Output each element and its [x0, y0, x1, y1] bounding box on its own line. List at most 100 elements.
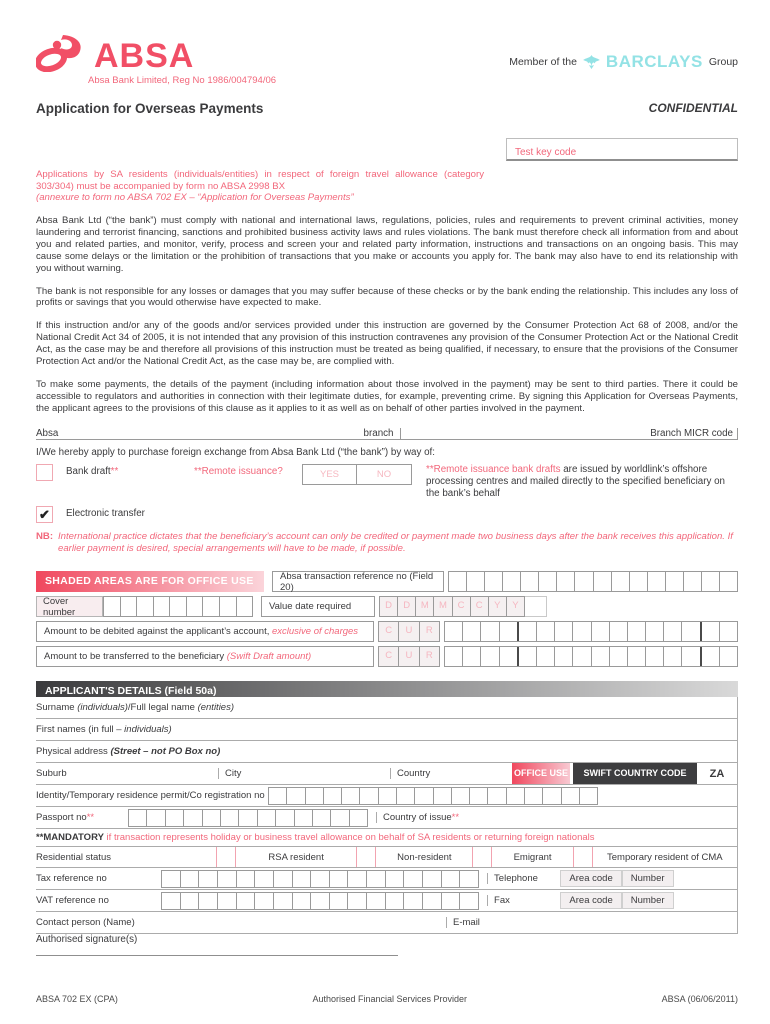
grid-cell[interactable] — [422, 892, 441, 909]
grid-cell[interactable] — [663, 647, 681, 667]
surname-field[interactable]: Surname (individuals)/Full legal name (e… — [36, 697, 737, 720]
grid-cell[interactable] — [610, 572, 629, 592]
grid-cell[interactable] — [459, 892, 478, 909]
country-field[interactable]: Country — [390, 768, 512, 780]
grid-cell[interactable] — [516, 647, 536, 667]
grid-cell[interactable] — [554, 622, 572, 642]
branch-field[interactable]: branch — [363, 427, 394, 439]
grid-cell[interactable] — [542, 787, 560, 804]
shaded-letter-cell[interactable]: C — [379, 622, 399, 642]
grid-cell[interactable] — [626, 647, 645, 667]
temporary-resident-checkbox[interactable] — [572, 847, 593, 868]
grid-cell[interactable] — [254, 892, 273, 909]
contact-person-field[interactable]: Contact person (Name) — [36, 917, 135, 929]
grid-cell[interactable] — [718, 572, 737, 592]
grid-cell[interactable] — [699, 647, 719, 667]
grid-cell[interactable] — [466, 572, 484, 592]
grid-cell[interactable] — [535, 647, 554, 667]
grid-cell[interactable] — [164, 809, 183, 826]
shaded-letter-cell[interactable]: R — [418, 647, 439, 667]
grid-cell[interactable] — [202, 597, 219, 617]
grid-cell[interactable] — [216, 892, 236, 909]
grid-cell[interactable] — [445, 622, 462, 641]
grid-cell[interactable] — [578, 787, 597, 804]
grid-cell[interactable] — [218, 597, 236, 617]
grid-cell[interactable] — [235, 597, 253, 617]
country-of-issue-field[interactable]: Country of issue** — [376, 812, 737, 824]
grid-cell[interactable] — [505, 787, 524, 804]
grid-cell[interactable] — [590, 622, 609, 642]
grid-cell[interactable] — [384, 892, 404, 909]
grid-cell[interactable] — [516, 622, 536, 642]
grid-cell[interactable] — [235, 870, 255, 887]
grid-cell[interactable] — [462, 622, 480, 642]
grid-cell[interactable] — [440, 892, 460, 909]
grid-cell[interactable] — [366, 892, 385, 909]
grid-cell[interactable] — [169, 597, 186, 617]
grid-cell[interactable] — [432, 787, 451, 804]
grid-cell[interactable] — [291, 870, 311, 887]
grid-cell[interactable] — [347, 892, 366, 909]
shaded-letter-cell[interactable]: C — [451, 597, 470, 617]
grid-cell[interactable] — [403, 892, 422, 909]
grid-cell[interactable] — [440, 870, 460, 887]
grid-cell[interactable] — [645, 622, 663, 642]
grid-cell[interactable] — [572, 647, 590, 667]
grid-cell[interactable] — [272, 892, 292, 909]
grid-cell[interactable] — [535, 622, 554, 642]
grid-cell[interactable] — [293, 809, 312, 826]
shaded-letter-cell[interactable]: Y — [487, 597, 506, 617]
shaded-letter-cell[interactable]: D — [380, 597, 398, 617]
grid-cell[interactable] — [520, 572, 538, 592]
grid-cell[interactable] — [235, 892, 255, 909]
grid-cell[interactable] — [414, 787, 432, 804]
email-field[interactable]: E-mail — [446, 917, 737, 929]
rsa-resident-checkbox[interactable] — [216, 847, 236, 868]
grid-cell[interactable] — [310, 870, 329, 887]
shaded-letter-cell[interactable]: D — [397, 597, 416, 617]
grid-cell[interactable] — [502, 572, 520, 592]
grid-cell[interactable] — [330, 809, 348, 826]
grid-cell[interactable] — [556, 572, 574, 592]
electronic-transfer-checkbox[interactable]: ✔ — [36, 506, 53, 524]
grid-cell[interactable] — [384, 870, 404, 887]
grid-cell[interactable] — [554, 647, 572, 667]
grid-cell[interactable] — [304, 787, 323, 804]
grid-cell[interactable] — [291, 892, 311, 909]
grid-cell[interactable] — [646, 572, 665, 592]
grid-cell[interactable] — [201, 809, 220, 826]
grid-cell[interactable] — [275, 809, 293, 826]
shaded-letter-cell[interactable]: C — [469, 597, 488, 617]
emigrant-checkbox[interactable] — [472, 847, 493, 868]
grid-cell[interactable] — [449, 572, 466, 591]
grid-cell[interactable] — [238, 809, 256, 826]
grid-cell[interactable] — [269, 788, 286, 804]
grid-cell[interactable] — [462, 647, 480, 667]
grid-cell[interactable] — [450, 787, 469, 804]
physical-address-field[interactable]: Physical address (Street – not PO Box no… — [36, 741, 737, 764]
grid-cell[interactable] — [198, 870, 217, 887]
shaded-letter-cell[interactable]: C — [379, 647, 399, 667]
grid-cell[interactable] — [572, 622, 590, 642]
grid-cell[interactable] — [183, 809, 201, 826]
grid-cell[interactable] — [682, 572, 701, 592]
grid-cell[interactable] — [700, 572, 719, 592]
grid-cell[interactable] — [498, 622, 517, 642]
grid-cell[interactable] — [445, 647, 462, 666]
grid-cell[interactable] — [328, 870, 348, 887]
value-date-extra-cell[interactable] — [525, 596, 547, 618]
grid-cell[interactable] — [311, 809, 330, 826]
grid-cell[interactable] — [523, 787, 542, 804]
grid-cell[interactable] — [162, 871, 180, 887]
shaded-letter-cell[interactable]: M — [415, 597, 434, 617]
grid-cell[interactable] — [152, 597, 170, 617]
grid-cell[interactable] — [560, 787, 579, 804]
non-resident-checkbox[interactable] — [356, 847, 377, 868]
test-key-code-field[interactable]: Test key code — [506, 138, 738, 161]
grid-cell[interactable] — [681, 622, 699, 642]
grid-cell[interactable] — [179, 892, 199, 909]
grid-cell[interactable] — [480, 647, 498, 667]
bank-draft-checkbox[interactable] — [36, 463, 53, 481]
grid-cell[interactable] — [395, 787, 414, 804]
grid-cell[interactable] — [718, 647, 737, 667]
